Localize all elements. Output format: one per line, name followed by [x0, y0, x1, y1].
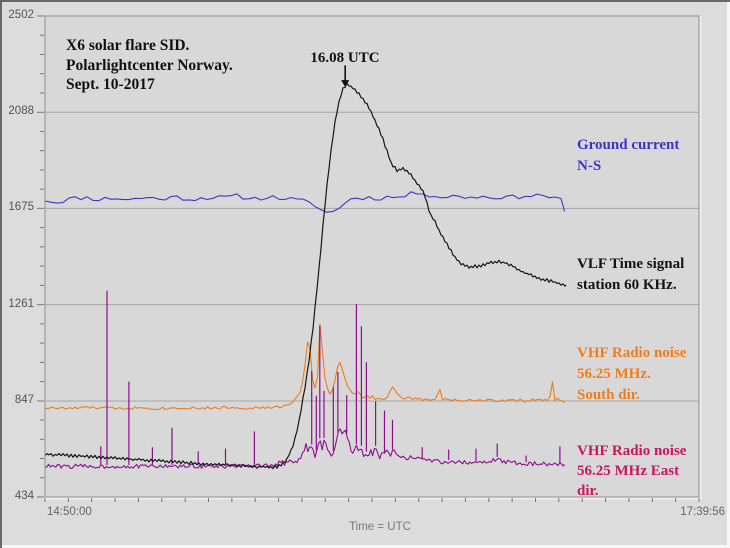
y-axis-tick-label: 847 [14, 393, 34, 406]
chart-title-line: Polarlightcenter Norway. [66, 56, 233, 74]
y-axis-tick-label: 1261 [8, 297, 34, 310]
y-axis-tick-label: 2502 [8, 9, 34, 21]
chart-title-line: X6 solar flare SID. [66, 37, 190, 54]
peak-time-annotation: 16.08 UTC [310, 50, 380, 66]
y-axis-tick-label: 2088 [8, 105, 34, 118]
legend-vhf-south: VHF Radio noise 56.25 MHz. South dir. [577, 343, 707, 406]
legend-ground-current: Ground current N-S [577, 135, 707, 177]
legend-line: 56.25 MHz East [577, 463, 680, 479]
x-axis-end-label: 17:39:56 [680, 506, 725, 518]
chart-title-line: Sept. 10-2017 [66, 76, 155, 93]
legend-line: N-S [577, 158, 602, 174]
legend-line: Ground current [577, 137, 680, 153]
x-axis-title: Time = UTC [349, 521, 411, 533]
legend-line: 56.25 MHz. [577, 366, 651, 382]
legend-line: VLF Time signal [577, 256, 685, 272]
chart-title: X6 solar flare SID. Polarlightcenter Nor… [66, 36, 233, 95]
x-axis-start-label: 14:50:00 [47, 506, 92, 518]
legend-line: dir. [577, 483, 599, 499]
y-axis-labels: 434 847 1261 1675 2088 2502 [0, 0, 36, 548]
legend-vhf-east: VHF Radio noise 56.25 MHz East dir. [577, 441, 707, 501]
legend-line: VHF Radio noise [577, 443, 687, 459]
y-axis-tick-label: 1675 [8, 201, 34, 214]
y-axis-tick-label: 434 [14, 490, 34, 502]
legend-line: VHF Radio noise [577, 345, 687, 361]
legend-vlf-time-signal: VLF Time signal station 60 KHz. [577, 254, 707, 296]
legend-line: South dir. [577, 387, 640, 403]
legend-line: station 60 KHz. [577, 277, 677, 293]
